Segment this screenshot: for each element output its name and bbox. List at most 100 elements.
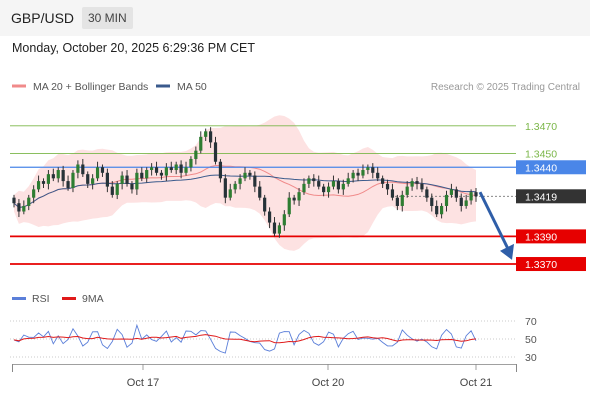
candle-down: [130, 183, 134, 190]
candle-up: [341, 183, 345, 190]
candle-down: [248, 172, 252, 176]
candle-up: [238, 178, 242, 184]
x-axis-line: [12, 364, 516, 365]
candle-down: [420, 183, 424, 190]
support-level-tag: [516, 229, 586, 244]
candle-up: [449, 189, 454, 195]
rsi-tick-label: 50: [525, 334, 537, 346]
candle-down: [356, 172, 360, 176]
candle-down: [81, 164, 85, 175]
candle-down: [105, 172, 109, 187]
resistance-level-blue-label: 1.3440: [525, 162, 557, 174]
watermark: Research © 2025 Trading Central: [431, 82, 580, 93]
rsi-legend-label: 9MA: [82, 293, 104, 305]
candle-up: [71, 172, 75, 188]
candle-down: [154, 167, 159, 173]
candle-down: [218, 161, 223, 179]
candle-down: [430, 197, 434, 206]
candle-up: [366, 167, 370, 171]
candle-down: [223, 178, 227, 198]
candle-down: [435, 205, 439, 215]
candle-down: [12, 197, 16, 204]
candle-down: [213, 142, 218, 162]
candle-up: [91, 178, 95, 184]
candle-down: [208, 131, 213, 143]
candle-down: [454, 189, 458, 198]
forecast-arrow-shaft: [478, 191, 511, 252]
candle-up: [464, 200, 468, 206]
candle-up: [351, 172, 355, 179]
current-price-label: 1.3419: [525, 191, 557, 203]
rsi-tick-label: 70: [525, 316, 537, 328]
candle-down: [322, 186, 326, 193]
forecast-arrow-head: [500, 243, 514, 260]
candle-down: [100, 167, 105, 173]
candle-down: [258, 186, 262, 198]
bollinger-band: [14, 115, 476, 251]
legend-label: MA 20 + Bollinger Bands: [33, 81, 148, 93]
symbol-label: GBP/USD: [11, 10, 75, 26]
candle-up: [297, 192, 301, 201]
candle-up: [189, 158, 193, 168]
candle-up: [331, 181, 336, 187]
candle-up: [400, 194, 404, 206]
rsi-tick-label: 30: [525, 352, 537, 364]
rsi-legend-label: RSI: [32, 293, 50, 305]
x-axis-start-tick: [12, 364, 13, 372]
candle-up: [410, 181, 414, 187]
candle-down: [292, 197, 296, 201]
resistance-level-label: 1.3470: [525, 121, 557, 133]
candle-up: [204, 131, 208, 137]
candle-down: [317, 181, 321, 187]
candle-down: [253, 175, 257, 187]
candle-up: [277, 225, 282, 234]
header-bar: GBP/USD 30 MIN: [0, 0, 590, 36]
candle-down: [86, 174, 90, 184]
rsi-legend-swatch: [62, 297, 76, 300]
candle-down: [17, 203, 21, 212]
candle-up: [194, 150, 198, 159]
candle-up: [228, 189, 232, 198]
candle-up: [405, 186, 409, 195]
candle-down: [312, 178, 316, 182]
candle-down: [263, 197, 267, 212]
candle-up: [135, 172, 139, 190]
candle-down: [169, 167, 173, 171]
candle-down: [371, 167, 375, 173]
candle-up: [361, 170, 365, 176]
candle-down: [474, 192, 478, 197]
candle-up: [439, 205, 444, 215]
current-price-tag: [516, 189, 586, 204]
legend-swatch: [12, 84, 26, 88]
candle-up: [302, 183, 306, 193]
candle-down: [267, 211, 272, 223]
candle-up: [233, 183, 237, 190]
candle-up: [346, 178, 350, 184]
candle-up: [150, 167, 154, 171]
candle-up: [46, 174, 51, 184]
candle-down: [61, 170, 65, 182]
x-tick-label: Oct 20: [312, 377, 344, 389]
candle-up: [145, 170, 149, 179]
candle-up: [287, 197, 291, 215]
candle-down: [51, 174, 55, 179]
candle-up: [469, 192, 473, 201]
support-level-label: 1.3390: [525, 231, 557, 243]
candle-up: [444, 194, 449, 206]
legend-label: MA 50: [177, 81, 207, 93]
candle-down: [66, 181, 70, 188]
candle-up: [199, 136, 203, 151]
candle-down: [110, 186, 114, 195]
candle-up: [115, 183, 119, 195]
candle-up: [243, 172, 247, 179]
x-axis-end-tick: [516, 364, 517, 372]
candle-down: [272, 222, 277, 234]
candle-down: [390, 189, 395, 198]
candle-down: [336, 181, 340, 190]
rsi-line: [13, 323, 477, 354]
rsi-ma-line: [13, 334, 477, 344]
candle-up: [76, 164, 80, 173]
timeframe-badge[interactable]: 30 MIN: [82, 7, 133, 29]
candle-down: [125, 175, 129, 184]
